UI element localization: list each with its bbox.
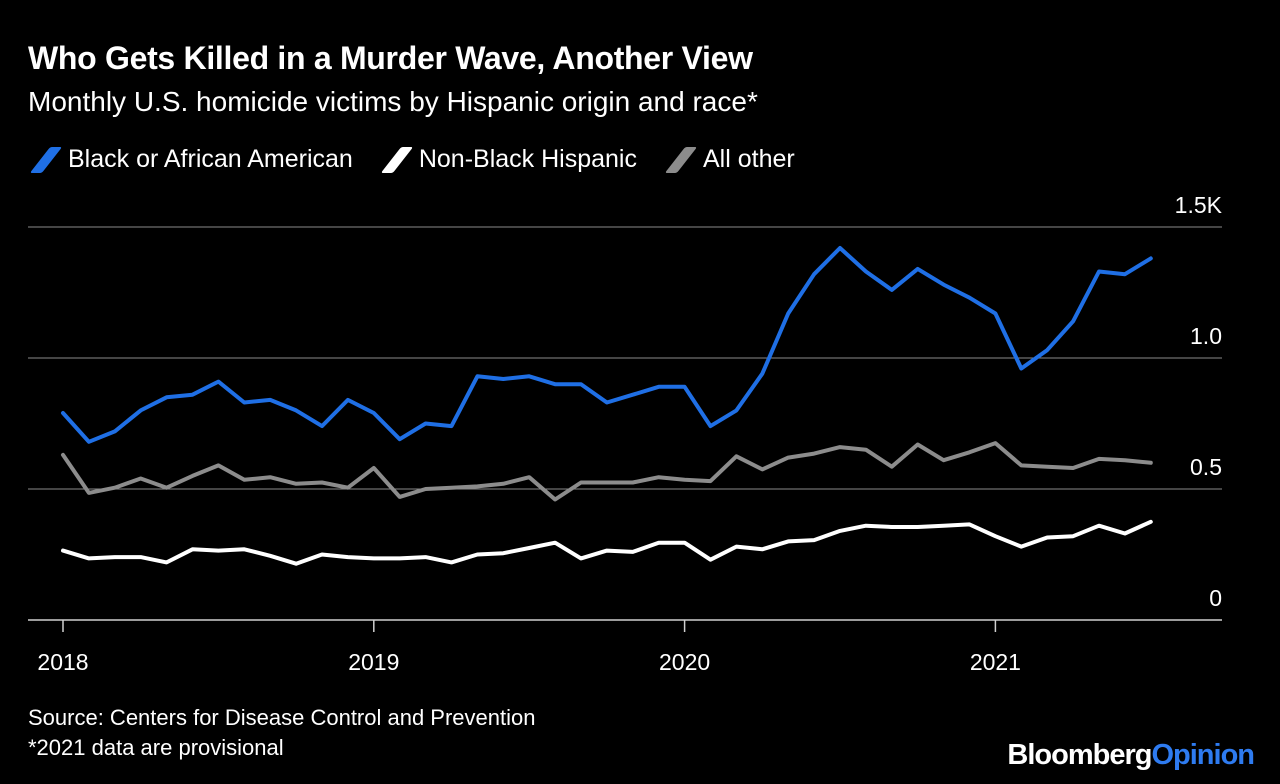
legend-item-other: All other — [663, 145, 795, 174]
y-tick-label-3: 1.5K — [1175, 192, 1223, 218]
legend-label-other: All other — [702, 145, 795, 173]
brand-bloomberg: Bloomberg — [1007, 739, 1152, 771]
provisional-note: *2021 data are provisional — [28, 735, 284, 760]
legend-label-hispanic: Non-Black Hispanic — [418, 145, 637, 173]
chart-legend: Black or African American Non-Black Hisp… — [28, 145, 821, 174]
x-tick-label-1: 2019 — [348, 649, 399, 675]
bloomberg-opinion-logo: BloombergOpinion — [1007, 739, 1255, 772]
series-line-black — [61, 246, 1153, 444]
series-line-hispanic — [61, 519, 1153, 566]
x-tick-label-0: 2018 — [37, 649, 88, 675]
source-text: Source: Centers for Disease Control and … — [28, 705, 536, 730]
y-tick-label-2: 1.0 — [1190, 323, 1222, 349]
y-tick-label-1: 0.5 — [1190, 454, 1222, 480]
y-tick-label-0: 0 — [1209, 585, 1222, 611]
x-tick-label-3: 2021 — [970, 649, 1021, 675]
brand-opinion: Opinion — [1151, 739, 1255, 771]
series-line-other — [61, 441, 1153, 502]
chart-subtitle: Monthly U.S. homicide victims by Hispani… — [28, 86, 758, 117]
legend-item-black: Black or African American — [28, 145, 353, 174]
legend-label-black: Black or African American — [68, 145, 353, 173]
legend-item-hispanic: Non-Black Hispanic — [379, 145, 637, 174]
x-tick-label-2: 2020 — [659, 649, 710, 675]
chart-title: Who Gets Killed in a Murder Wave, Anothe… — [28, 40, 753, 76]
chart-source: Source: Centers for Disease Control and … — [28, 703, 535, 763]
